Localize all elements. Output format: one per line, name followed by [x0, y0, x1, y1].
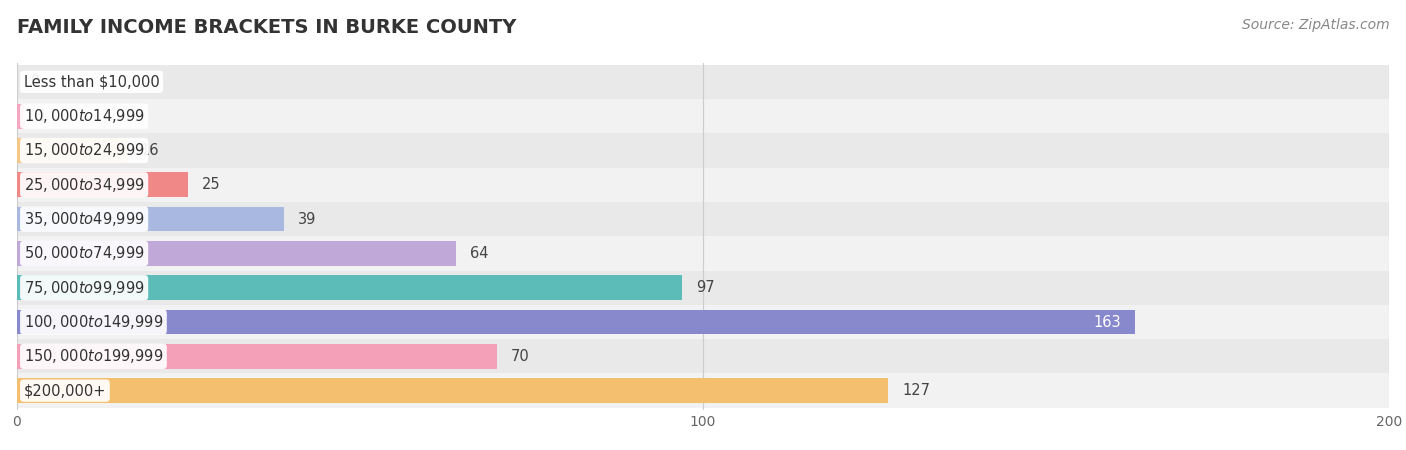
Text: 16: 16 [141, 143, 159, 158]
Text: 70: 70 [510, 349, 530, 364]
Bar [17, 236, 1389, 270]
Text: 1: 1 [38, 109, 46, 124]
Text: 25: 25 [202, 177, 221, 192]
Text: $75,000 to $99,999: $75,000 to $99,999 [24, 279, 145, 297]
Text: $35,000 to $49,999: $35,000 to $49,999 [24, 210, 145, 228]
Text: $15,000 to $24,999: $15,000 to $24,999 [24, 141, 145, 159]
Bar [17, 275, 682, 300]
Bar [17, 270, 1389, 305]
Text: $50,000 to $74,999: $50,000 to $74,999 [24, 244, 145, 262]
Text: 39: 39 [298, 212, 316, 227]
Text: $10,000 to $14,999: $10,000 to $14,999 [24, 107, 145, 125]
Bar [17, 339, 1389, 374]
Bar [17, 378, 889, 403]
Text: 64: 64 [470, 246, 488, 261]
Text: Source: ZipAtlas.com: Source: ZipAtlas.com [1241, 18, 1389, 32]
Bar [17, 99, 1389, 133]
Text: Less than $10,000: Less than $10,000 [24, 74, 159, 90]
Bar [17, 172, 188, 197]
Text: 97: 97 [696, 280, 714, 295]
Text: $200,000+: $200,000+ [24, 383, 105, 398]
Text: $150,000 to $199,999: $150,000 to $199,999 [24, 347, 163, 365]
Bar [17, 305, 1389, 339]
Text: $100,000 to $149,999: $100,000 to $149,999 [24, 313, 163, 331]
Bar [17, 138, 127, 163]
Bar [17, 65, 1389, 99]
Text: 163: 163 [1094, 315, 1122, 329]
Text: 0: 0 [31, 74, 39, 90]
Bar [17, 374, 1389, 408]
Text: $25,000 to $34,999: $25,000 to $34,999 [24, 176, 145, 194]
Text: 127: 127 [903, 383, 929, 398]
Bar [17, 207, 284, 231]
Bar [17, 104, 24, 129]
Bar [17, 168, 1389, 202]
Bar [17, 202, 1389, 236]
Bar [17, 310, 1135, 334]
Text: FAMILY INCOME BRACKETS IN BURKE COUNTY: FAMILY INCOME BRACKETS IN BURKE COUNTY [17, 18, 516, 37]
Bar [17, 344, 498, 369]
Bar [17, 241, 456, 266]
Bar [17, 133, 1389, 168]
